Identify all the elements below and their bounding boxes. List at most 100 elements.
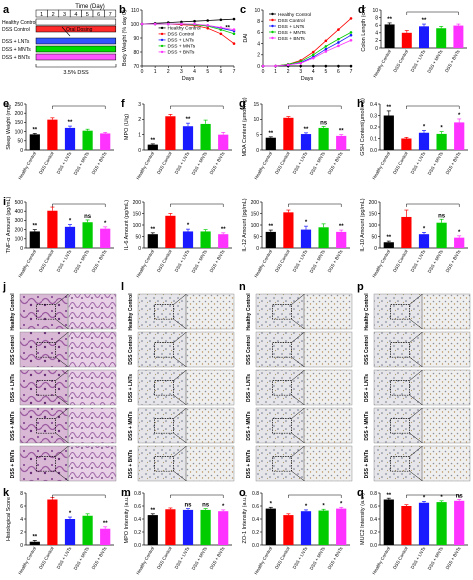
oral-dosing-marker: Oral Dosing xyxy=(61,26,93,37)
x-tick-label: DSS + LNTs xyxy=(56,248,73,272)
x-tick-label: Healthy Control xyxy=(372,49,392,78)
panel-letter-j: j xyxy=(2,281,6,293)
x-tick-label: DSS + BNTs xyxy=(209,150,226,175)
zoom-connector xyxy=(409,293,423,305)
y-tick-label: 1 xyxy=(138,132,141,138)
y-tick-label: 0.8 xyxy=(252,491,259,497)
zoom-connector xyxy=(409,471,423,482)
x-tick-label: DSS + BNTs xyxy=(209,248,226,273)
significance-label: * xyxy=(440,126,443,132)
bar-5 xyxy=(100,228,111,248)
significance-label: ** xyxy=(68,120,73,126)
micrograph-overview xyxy=(373,369,422,406)
x-tick-label: 2 xyxy=(287,69,290,75)
significance-label: ** xyxy=(304,127,309,133)
bar-5 xyxy=(336,135,347,150)
bar-4 xyxy=(436,222,447,248)
x-tick-label: 6 xyxy=(219,69,222,75)
x-tick-label: 4 xyxy=(312,69,315,75)
data-point xyxy=(311,53,315,57)
x-tick-label: DSS + BNTs xyxy=(445,150,462,175)
data-point xyxy=(140,22,144,26)
significance-label: ** xyxy=(268,131,273,137)
y-tick-label: 0 xyxy=(138,148,141,154)
x-tick-label: DSS + BNTs xyxy=(327,545,344,570)
series-line xyxy=(263,39,352,67)
data-point xyxy=(311,64,315,68)
legend-marker xyxy=(271,36,274,40)
bar-1 xyxy=(265,231,276,248)
zoom-connector xyxy=(291,331,305,343)
zoom-connector xyxy=(409,445,423,457)
significance-label: ** xyxy=(386,235,391,241)
zoom-connector xyxy=(409,331,423,343)
y-tick-label: 200 xyxy=(251,200,260,206)
significance-label: * xyxy=(340,501,343,507)
row-label: DSS + BNTs xyxy=(128,449,134,478)
bar-1 xyxy=(384,24,395,48)
chart-panel-f: f 0 1 2 3 MPO (U/g) Healthy Control DSS Control… xyxy=(121,98,232,180)
zoom-connector xyxy=(409,407,423,419)
day-label: 2 xyxy=(52,12,55,18)
bar-3 xyxy=(64,226,76,248)
x-tick-label: DSS + LNTs xyxy=(410,48,427,72)
dss-concentration-label: 3.5% DSS xyxy=(63,70,89,76)
row-label: DSS + LNTs xyxy=(128,374,134,402)
panel-letter-p: p xyxy=(357,281,364,293)
x-tick-label: 0 xyxy=(141,69,144,75)
micrograph-overview xyxy=(255,445,304,482)
legend-label: DSS + MNTs xyxy=(278,30,306,36)
bar-4 xyxy=(200,231,211,248)
zoom-connector xyxy=(291,407,305,419)
panel-letter-l: l xyxy=(121,281,124,293)
micrograph-overview xyxy=(19,445,68,482)
bar-1 xyxy=(29,231,40,248)
y-tick-label: 0 xyxy=(20,148,23,154)
significance-label: * xyxy=(322,503,325,509)
y-tick-label: 0.0 xyxy=(134,543,141,549)
significance-label: ns xyxy=(438,213,446,219)
data-point xyxy=(219,26,223,29)
histology-panel-j: j Healthy Control DSS Control DSS + LNTs DSS… xyxy=(2,281,117,482)
y-tick-label: 8 xyxy=(20,491,23,497)
data-point xyxy=(349,38,353,42)
zoom-region-box xyxy=(36,380,56,396)
significance-bracket xyxy=(170,494,224,498)
micrograph-zoom xyxy=(304,331,353,368)
bar-1 xyxy=(147,144,158,150)
zoom-region-box xyxy=(154,342,174,358)
zoom-region-box xyxy=(154,418,174,434)
row-label: Healthy Control xyxy=(128,293,134,331)
micrograph-zoom xyxy=(68,445,117,482)
x-tick-label: DSS Control xyxy=(392,249,409,273)
y-tick-label: 100 xyxy=(15,237,24,243)
bar-2 xyxy=(401,32,412,48)
panel-letter-b: b xyxy=(119,4,126,16)
bar-3 xyxy=(419,26,429,48)
x-tick-label: 4 xyxy=(193,69,196,75)
data-point xyxy=(261,64,265,68)
zoom-connector xyxy=(291,357,305,368)
significance-label: * xyxy=(423,124,426,130)
micrograph-overview xyxy=(19,407,68,444)
significance-label: * xyxy=(69,219,72,225)
significance-label: ** xyxy=(268,224,273,230)
zoom-region-box xyxy=(390,418,410,434)
y-tick-label: 100 xyxy=(133,223,142,229)
micrograph-overview xyxy=(373,445,422,482)
data-point xyxy=(232,32,236,36)
chart-panel-d: d 0 24 6 810 Colon Length (cm) Healthy Control… xyxy=(358,4,467,78)
zoom-region-box xyxy=(390,456,410,472)
significance-label: ** xyxy=(150,508,155,514)
group-label: Healthy Control xyxy=(2,20,36,26)
bar-2 xyxy=(283,117,294,150)
x-tick-label: DSS + LNTs xyxy=(174,545,191,569)
data-point xyxy=(337,44,340,48)
bar-1 xyxy=(29,134,40,150)
legend-label: Healthy Control xyxy=(278,12,311,18)
zoom-connector xyxy=(173,293,187,305)
data-point xyxy=(324,45,328,48)
day-header-row: 1 2 3 4 5 6 7 xyxy=(35,9,117,18)
